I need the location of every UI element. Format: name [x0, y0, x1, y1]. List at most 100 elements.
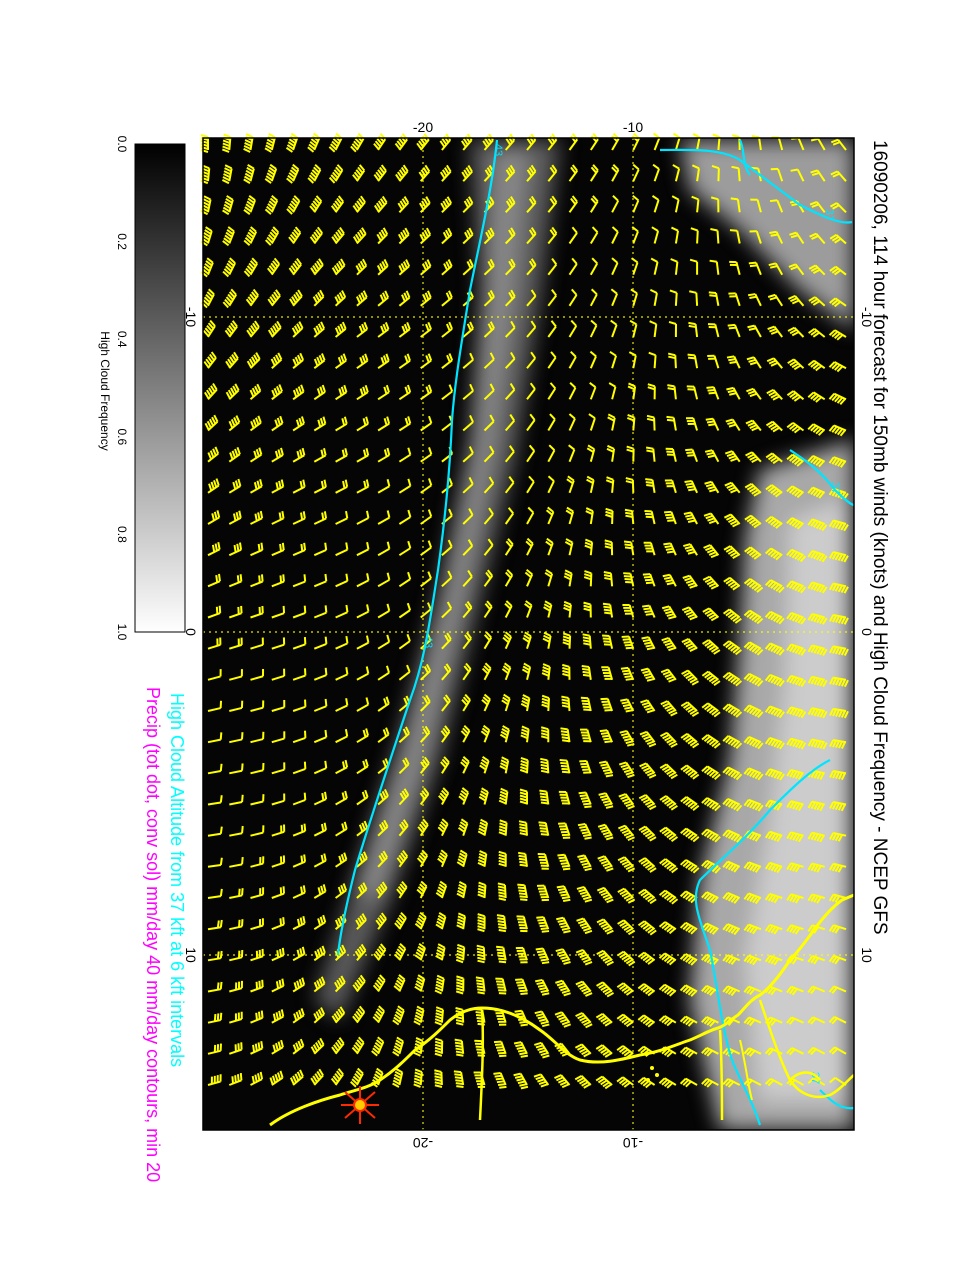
wind-barb: [225, 383, 240, 401]
wind-barb: [536, 916, 550, 933]
left-axis-tick-label: 0: [183, 628, 199, 636]
wind-barb: [222, 226, 235, 247]
wind-barb: [416, 849, 429, 868]
wind-barb: [577, 822, 592, 840]
wind-barb: [375, 881, 388, 899]
wind-barb: [331, 1037, 345, 1055]
wind-barb: [534, 1010, 550, 1028]
wind-barb: [786, 517, 804, 530]
wind-barb: [434, 1037, 444, 1057]
wind-barb: [356, 479, 370, 494]
wind-barb: [313, 729, 328, 744]
wind-barb: [398, 602, 412, 619]
wind-barb: [271, 947, 285, 962]
wind-barb: [292, 792, 307, 806]
wind-barb: [729, 260, 741, 275]
wind-barb: [829, 739, 847, 750]
wind-barb: [441, 321, 453, 338]
wind-barb: [540, 757, 550, 774]
contour-label: 43: [422, 636, 434, 648]
wind-barb: [596, 918, 614, 935]
wind-barb: [456, 912, 467, 930]
wind-barb: [702, 639, 721, 655]
wind-barb: [547, 475, 555, 494]
wind-barb: [828, 329, 847, 341]
wind-barb: [807, 831, 825, 843]
wind-barb: [377, 634, 391, 650]
wind-barb: [453, 1070, 465, 1088]
wind-barb: [504, 569, 514, 587]
wind-barb: [356, 728, 369, 744]
wind-barb: [641, 636, 656, 651]
wind-barb: [764, 642, 785, 656]
wind-barb: [829, 202, 847, 214]
wind-barb: [372, 974, 386, 993]
contour-label: 37: [823, 209, 835, 221]
wind-barb: [419, 196, 431, 213]
wind-barb: [207, 857, 223, 868]
wind-barb: [334, 290, 347, 307]
wind-barb: [659, 763, 678, 780]
wind-barb: [420, 321, 432, 338]
wind-barb: [536, 884, 550, 902]
wind-barb: [292, 1038, 305, 1055]
left-axis-tick-label: -10: [183, 307, 199, 327]
wind-barb: [666, 415, 677, 431]
wind-barb: [313, 605, 328, 619]
wind-barb: [504, 351, 516, 369]
wind-barb: [828, 392, 847, 405]
wind-barb: [207, 446, 220, 463]
wind-barb: [545, 537, 554, 556]
wind-barb: [568, 226, 578, 245]
wind-barb: [292, 542, 307, 557]
wind-barb: [566, 475, 575, 494]
wind-barb: [313, 791, 328, 806]
wind-barb: [222, 288, 237, 309]
wind-barb: [575, 1012, 593, 1029]
wind-barb: [681, 638, 698, 652]
wind-barb: [810, 169, 826, 182]
wind-barb: [376, 227, 389, 245]
wind-barb: [271, 574, 285, 588]
wind-barb: [504, 538, 514, 556]
wind-barb: [207, 573, 221, 588]
wind-barb: [265, 226, 280, 246]
wind-barb: [660, 700, 678, 717]
bottom-axis-tick-label: -10: [623, 1135, 643, 1151]
wind-barb: [504, 320, 516, 338]
wind-barb: [563, 569, 573, 587]
wind-barb: [743, 861, 762, 873]
wind-barb: [679, 921, 698, 935]
wind-barb: [807, 1077, 826, 1086]
border-line-2: [718, 1029, 724, 1121]
wind-barb: [207, 478, 220, 494]
colorbar-tick-label: 0.6: [115, 428, 129, 445]
wind-barb: [517, 883, 528, 901]
wind-barb: [518, 820, 528, 836]
wind-barb: [310, 1068, 324, 1086]
wind-barb: [807, 954, 826, 965]
coastlines: [269, 893, 855, 1127]
wind-barb: [207, 700, 223, 712]
wind-barb: [271, 731, 286, 744]
wind-barb: [617, 856, 636, 873]
wind-barb: [313, 760, 328, 775]
wind-barb: [477, 881, 487, 899]
wind-barb: [620, 666, 635, 681]
wind-barb: [745, 451, 762, 463]
wind-barb: [356, 666, 370, 681]
wind-barb: [229, 980, 243, 993]
wind-barb: [441, 539, 453, 556]
wind-barb: [722, 860, 741, 873]
wind-barb: [581, 664, 592, 680]
wind-barb: [413, 1068, 423, 1088]
wind-barb: [642, 573, 656, 587]
wind-barb: [271, 384, 283, 401]
wind-barb: [271, 542, 285, 557]
wind-barb: [462, 477, 474, 494]
wind-barb: [377, 665, 390, 681]
wind-barb: [830, 138, 847, 151]
bottom-axis-tick-label: -20: [413, 1135, 433, 1151]
wind-barb: [434, 1006, 445, 1026]
wind-barb: [335, 479, 349, 494]
